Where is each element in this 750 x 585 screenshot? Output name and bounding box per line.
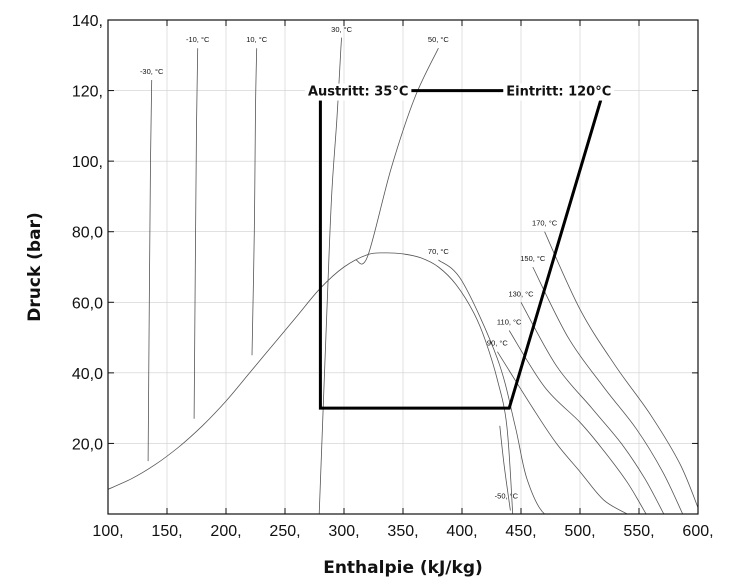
- isotherm-line: [355, 48, 439, 265]
- isotherm-label: 150, °C: [520, 254, 546, 263]
- x-axis-ticks: 100, 150, 200, 250, 300, 350, 400, 450, 500, 550,…: [92, 20, 714, 540]
- isotherm-label: 70, °C: [428, 247, 450, 256]
- x-tick-label: 600,: [682, 523, 713, 540]
- x-tick-label: 500,: [564, 523, 595, 540]
- x-tick-label: 350,: [387, 523, 418, 540]
- y-tick-label: 120,: [72, 84, 103, 101]
- x-tick-label: 250,: [269, 523, 300, 540]
- isotherm-line: [147, 79, 153, 462]
- x-tick-label: 450,: [505, 523, 536, 540]
- x-tick-label: 550,: [623, 523, 654, 540]
- isotherm-label: -50, °C: [495, 491, 519, 500]
- isotherm-label: 130, °C: [508, 289, 534, 298]
- isotherm-label: 170, °C: [532, 219, 558, 228]
- y-tick-label: 20,0: [72, 436, 103, 453]
- y-axis-ticks: 20,0 40,0 60,0 80,0 100, 120, 140,: [72, 13, 698, 453]
- y-tick-label: 140,: [72, 13, 103, 30]
- isotherm-line: [497, 351, 628, 514]
- y-tick-label: 60,0: [72, 295, 103, 312]
- isotherm-line: [193, 48, 199, 419]
- y-tick-label: 100,: [72, 154, 103, 171]
- annotation-exit-bg: [304, 83, 412, 101]
- isotherm-line: [544, 231, 698, 509]
- isotherm-label: -30, °C: [140, 67, 164, 76]
- isotherm-line: [532, 266, 684, 514]
- annotation-inlet-bg: [503, 83, 615, 101]
- isotherm-label: 50, °C: [428, 35, 450, 44]
- isotherm-line: [318, 37, 342, 514]
- x-tick-label: 200,: [210, 523, 241, 540]
- isotherm-line: [251, 48, 258, 356]
- x-axis-title: Enthalpie (kJ/kg): [323, 558, 483, 578]
- isotherm-line: [508, 330, 647, 514]
- y-axis-title: Druck (bar): [25, 212, 45, 321]
- isotherm-label: 10, °C: [246, 35, 268, 44]
- isotherm-lines: [147, 37, 698, 514]
- annotations: Austritt: 35°C Eintritt: 120°C: [304, 83, 615, 101]
- x-tick-label: 150,: [151, 523, 182, 540]
- isotherm-label: 90, °C: [487, 339, 509, 348]
- annotation-inlet: Eintritt: 120°C: [506, 85, 611, 100]
- isotherm-labels: -50, °C -30, °C -10, °C 10, °C 30, °C 50, °C 7…: [140, 25, 558, 500]
- x-tick-label: 100,: [92, 523, 123, 540]
- annotation-exit: Austritt: 35°C: [308, 85, 408, 100]
- isotherm-label: -10, °C: [186, 35, 210, 44]
- isotherm-line: [438, 259, 569, 514]
- y-tick-label: 80,0: [72, 225, 103, 242]
- isotherm-label: 30, °C: [331, 25, 353, 34]
- saturation-dome: [108, 252, 514, 514]
- isotherm-line: [499, 425, 511, 511]
- x-tick-label: 400,: [446, 523, 477, 540]
- isotherm-line: [520, 302, 665, 514]
- y-tick-label: 40,0: [72, 366, 103, 383]
- x-tick-label: 300,: [328, 523, 359, 540]
- isotherm-label: 110, °C: [497, 318, 522, 327]
